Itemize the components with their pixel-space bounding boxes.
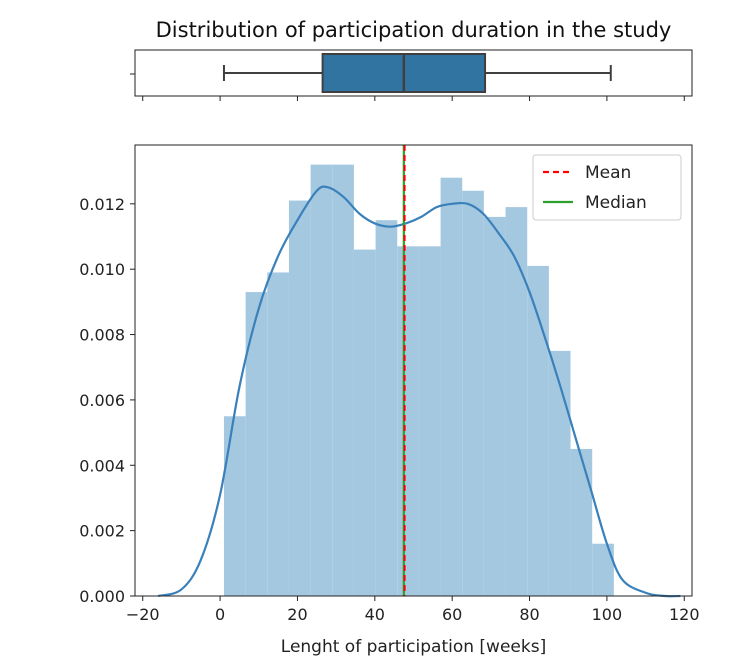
boxplot-frame [134, 49, 693, 97]
x-tick-label: −20 [126, 605, 160, 624]
chart-title: Distribution of participation duration i… [156, 18, 672, 42]
histogram-bar [267, 272, 289, 596]
y-tick-label: 0.002 [79, 522, 125, 541]
histogram-bar [592, 543, 614, 596]
histogram-bar [418, 246, 441, 597]
histogram-bar [223, 416, 246, 596]
histogram-bar [353, 249, 376, 596]
histogram-frame [134, 144, 693, 597]
x-tick-label: 80 [519, 605, 539, 624]
histogram-bar [462, 190, 484, 597]
y-tick-label: 0.006 [79, 391, 125, 410]
histogram-bar [375, 220, 398, 596]
legend-box [532, 154, 682, 221]
x-tick-label: 20 [287, 605, 307, 624]
x-tick-label: 60 [442, 605, 462, 624]
x-tick-label: 120 [669, 605, 700, 624]
x-axis-label: Lenght of participation [weeks] [281, 637, 546, 657]
histogram-bar [440, 177, 463, 596]
histogram-bar [483, 216, 506, 596]
kde-curve [157, 185, 681, 598]
x-tick-label: 100 [592, 605, 623, 624]
histogram-bar [548, 350, 571, 596]
histogram-bar [505, 207, 528, 596]
legend: Mean Median [532, 154, 682, 221]
histogram-bar [570, 448, 593, 596]
boxplot-panel: Distribution of participation duration i… [130, 18, 693, 101]
histogram-bar [288, 200, 311, 596]
legend-median-label: Median [585, 193, 647, 213]
histogram-bar [245, 292, 268, 596]
legend-mean-label: Mean [585, 163, 631, 183]
histogram-bar [527, 265, 549, 596]
y-tick-label: 0.000 [79, 587, 125, 606]
histogram-bar [397, 246, 419, 597]
histogram-panel: −20 0 20 40 60 80 100 120 0.000 0.002 0.004 0.006 0.… [79, 144, 700, 657]
y-tick-label: 0.012 [79, 195, 125, 214]
x-tick-label: 0 [215, 605, 225, 624]
y-tick-label: 0.010 [79, 260, 125, 279]
y-tick-label: 0.004 [79, 456, 125, 475]
histogram-bar [332, 164, 354, 596]
histogram-bar [310, 164, 333, 596]
y-tick-label: 0.008 [79, 326, 125, 345]
x-tick-label: 40 [365, 605, 385, 624]
